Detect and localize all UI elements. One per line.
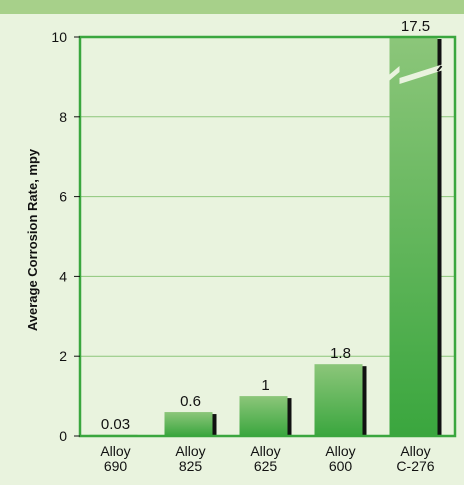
x-tick-label: 690 <box>104 458 128 474</box>
value-label: 17.5 <box>401 18 430 35</box>
bar <box>314 364 363 436</box>
value-label: 1.8 <box>330 345 351 362</box>
axis-break-mark <box>436 65 443 72</box>
x-tick-label: Alloy <box>325 443 355 459</box>
plot-frame <box>78 35 457 438</box>
y-tick-label: 8 <box>59 109 67 125</box>
axis-break-gap <box>386 64 444 84</box>
x-tick-label: C-276 <box>396 458 434 474</box>
x-tick-labels: Alloy690Alloy825Alloy625Alloy600AlloyC-2… <box>100 443 434 474</box>
x-tick-label: Alloy <box>175 443 205 459</box>
y-tick-label: 6 <box>59 189 67 205</box>
x-tick-label: Alloy <box>100 443 130 459</box>
bars <box>89 37 444 436</box>
value-label: 0.03 <box>101 416 130 433</box>
x-tick-label: Alloy <box>400 443 430 459</box>
x-tick-label: Alloy <box>250 443 280 459</box>
x-tick-label: 600 <box>329 458 353 474</box>
y-tick-label: 0 <box>59 428 67 444</box>
y-tick-labels: 0 2 4 6 8 10 <box>51 29 80 444</box>
y-tick-label: 10 <box>51 29 67 45</box>
value-label: 1 <box>261 377 269 394</box>
bar <box>389 37 438 436</box>
value-label: 0.6 <box>180 393 201 410</box>
y-axis-label: Average Corrosion Rate, mpy <box>25 148 40 331</box>
y-tick-label: 2 <box>59 348 67 364</box>
bar <box>239 396 288 436</box>
header-band <box>0 0 464 14</box>
value-labels: 0.03 0.6 1 1.8 17.5 <box>101 18 430 433</box>
bar <box>164 412 213 436</box>
y-tick-label: 4 <box>59 268 67 284</box>
x-tick-label: 625 <box>254 458 278 474</box>
x-tick-label: 825 <box>179 458 203 474</box>
